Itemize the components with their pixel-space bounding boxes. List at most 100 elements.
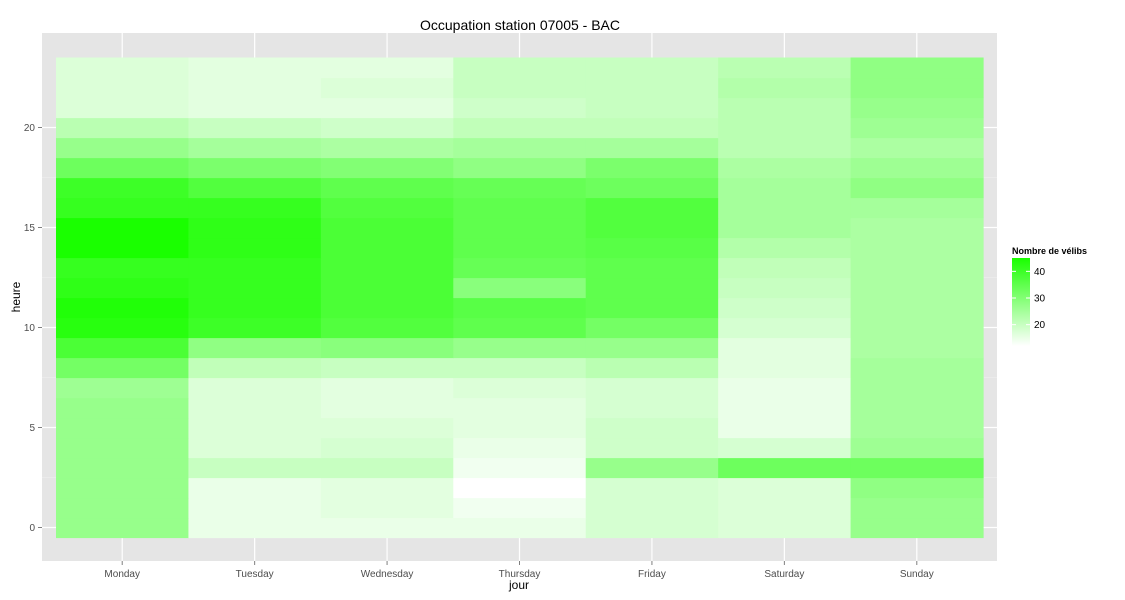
heatmap-tile xyxy=(850,497,984,519)
heatmap-tile xyxy=(188,357,322,379)
heatmap-tile xyxy=(718,437,852,459)
heatmap-tile xyxy=(453,57,587,79)
x-tick-label: Sunday xyxy=(900,569,934,580)
heatmap-tile xyxy=(585,97,719,119)
heatmap-tile xyxy=(585,437,719,459)
heatmap-tile xyxy=(718,317,852,339)
heatmap-tile xyxy=(585,57,719,79)
x-axis: Monday Tuesday Wednesday Thursday Friday Satu… xyxy=(104,561,934,580)
heatmap-tile xyxy=(453,217,587,239)
heatmap-tile xyxy=(453,257,587,279)
heatmap-tile xyxy=(718,477,852,499)
heatmap-tile xyxy=(56,477,190,499)
heatmap-tile xyxy=(850,97,984,119)
heatmap-tile xyxy=(320,437,454,459)
heatmap-tile xyxy=(585,397,719,419)
x-tick-label: Tuesday xyxy=(236,569,274,580)
heatmap-tile xyxy=(585,357,719,379)
legend-colorbar xyxy=(1012,258,1030,346)
heatmap-tile xyxy=(320,197,454,219)
heatmap-tile xyxy=(718,217,852,239)
heatmap-tile xyxy=(188,117,322,139)
heatmap-tile xyxy=(718,337,852,359)
y-tick-label: 10 xyxy=(24,323,36,334)
heatmap-tile xyxy=(320,297,454,319)
heatmap-tiles xyxy=(56,57,984,539)
heatmap-tile xyxy=(56,177,190,199)
heatmap-tile xyxy=(188,477,322,499)
x-tick-label: Monday xyxy=(104,569,140,580)
heatmap-tile xyxy=(850,317,984,339)
heatmap-tile xyxy=(850,117,984,139)
heatmap-tile xyxy=(718,97,852,119)
heatmap-tile xyxy=(56,497,190,519)
heatmap-tile xyxy=(850,77,984,99)
heatmap-tile xyxy=(188,137,322,159)
heatmap-tile xyxy=(718,57,852,79)
y-tick-label: 5 xyxy=(29,423,35,434)
heatmap-tile xyxy=(320,157,454,179)
heatmap-tile xyxy=(718,377,852,399)
heatmap-tile xyxy=(585,77,719,99)
heatmap-tile xyxy=(453,497,587,519)
heatmap-tile xyxy=(850,157,984,179)
heatmap-tile xyxy=(56,277,190,299)
heatmap-tile xyxy=(585,377,719,399)
heatmap-tile xyxy=(56,297,190,319)
x-tick-label: Friday xyxy=(638,569,666,580)
heatmap-tile xyxy=(453,97,587,119)
heatmap-tile xyxy=(718,177,852,199)
y-axis-title: heure xyxy=(9,281,23,312)
heatmap-tile xyxy=(718,157,852,179)
legend: Nombre de vélibs 20 30 40 xyxy=(1012,246,1087,346)
heatmap-tile xyxy=(56,357,190,379)
legend-tick-label: 40 xyxy=(1034,267,1046,278)
heatmap-tile xyxy=(188,277,322,299)
heatmap-tile xyxy=(188,337,322,359)
heatmap-tile xyxy=(850,457,984,479)
heatmap-tile xyxy=(56,197,190,219)
heatmap-tile xyxy=(320,517,454,539)
heatmap-tile xyxy=(320,397,454,419)
heatmap-tile xyxy=(850,357,984,379)
heatmap-tile xyxy=(453,377,587,399)
heatmap-tile xyxy=(585,257,719,279)
heatmap-tile xyxy=(320,497,454,519)
heatmap-tile xyxy=(585,477,719,499)
heatmap-tile xyxy=(850,197,984,219)
heatmap-tile xyxy=(850,337,984,359)
heatmap-tile xyxy=(188,457,322,479)
heatmap-tile xyxy=(718,197,852,219)
x-tick-label: Thursday xyxy=(499,569,541,580)
y-tick-label: 0 xyxy=(29,523,35,534)
heatmap-tile xyxy=(56,237,190,259)
heatmap-tile xyxy=(453,197,587,219)
x-tick-label: Saturday xyxy=(764,569,804,580)
heatmap-tile xyxy=(718,497,852,519)
heatmap-tile xyxy=(320,257,454,279)
heatmap-tile xyxy=(850,377,984,399)
heatmap-tile xyxy=(585,157,719,179)
heatmap-tile xyxy=(453,137,587,159)
heatmap-tile xyxy=(320,417,454,439)
heatmap-tile xyxy=(188,57,322,79)
heatmap-tile xyxy=(718,257,852,279)
legend-ticks: 20 30 40 xyxy=(1012,267,1046,331)
heatmap-tile xyxy=(188,497,322,519)
heatmap-tile xyxy=(188,377,322,399)
heatmap-tile xyxy=(320,457,454,479)
heatmap-tile xyxy=(320,117,454,139)
heatmap-tile xyxy=(188,517,322,539)
heatmap-tile xyxy=(320,237,454,259)
heatmap-tile xyxy=(850,57,984,79)
heatmap-tile xyxy=(453,357,587,379)
x-axis-title: jour xyxy=(508,578,529,592)
heatmap-tile xyxy=(718,517,852,539)
heatmap-tile xyxy=(56,117,190,139)
heatmap-tile xyxy=(453,277,587,299)
heatmap-tile xyxy=(56,417,190,439)
heatmap-tile xyxy=(320,277,454,299)
heatmap-tile xyxy=(56,317,190,339)
heatmap-tile xyxy=(585,237,719,259)
heatmap-tile xyxy=(850,137,984,159)
